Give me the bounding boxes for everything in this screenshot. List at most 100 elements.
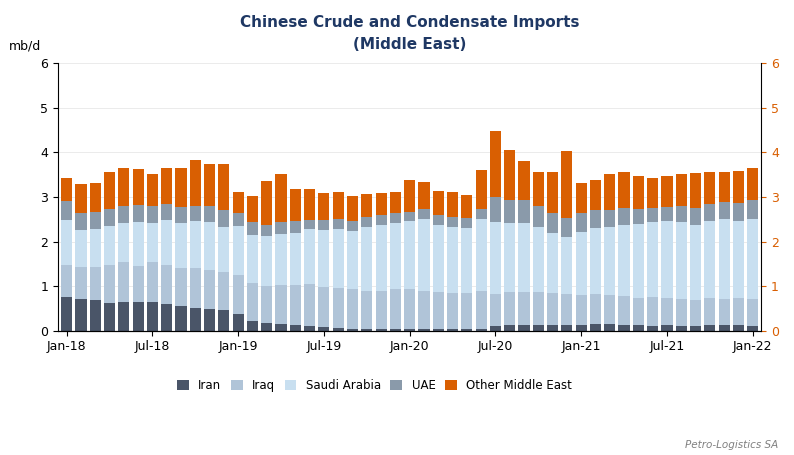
Bar bbox=[661, 298, 673, 325]
Bar bbox=[433, 329, 444, 331]
Bar bbox=[404, 222, 415, 289]
Bar bbox=[447, 227, 458, 293]
Bar bbox=[104, 226, 115, 265]
Bar bbox=[175, 268, 187, 306]
Bar bbox=[533, 292, 544, 325]
Bar bbox=[404, 212, 415, 222]
Bar bbox=[576, 295, 587, 325]
Bar bbox=[533, 172, 544, 206]
Bar bbox=[661, 325, 673, 331]
Bar bbox=[318, 193, 330, 220]
Bar bbox=[418, 291, 430, 329]
Bar bbox=[733, 325, 744, 331]
Bar bbox=[733, 171, 744, 203]
Bar bbox=[518, 223, 530, 292]
Bar bbox=[233, 227, 244, 274]
Bar bbox=[347, 329, 358, 331]
Bar bbox=[390, 213, 401, 223]
Bar bbox=[747, 298, 758, 326]
Bar bbox=[204, 222, 215, 270]
Bar bbox=[376, 215, 387, 225]
Bar bbox=[461, 195, 472, 218]
Bar bbox=[247, 222, 258, 235]
Bar bbox=[233, 274, 244, 314]
Bar bbox=[204, 164, 215, 206]
Bar bbox=[647, 208, 658, 222]
Bar bbox=[161, 204, 172, 220]
Bar bbox=[175, 306, 187, 331]
Bar bbox=[704, 298, 715, 325]
Bar bbox=[276, 222, 287, 233]
Bar bbox=[561, 151, 572, 218]
Bar bbox=[361, 291, 372, 329]
Bar bbox=[476, 291, 487, 329]
Bar bbox=[619, 172, 630, 208]
Bar bbox=[504, 292, 515, 325]
Bar bbox=[418, 182, 430, 209]
Bar bbox=[161, 304, 172, 331]
Bar bbox=[733, 298, 744, 325]
Bar bbox=[376, 291, 387, 329]
Bar bbox=[590, 324, 601, 331]
Bar bbox=[490, 222, 501, 294]
Bar bbox=[333, 328, 344, 331]
Text: mb/d: mb/d bbox=[9, 40, 41, 52]
Bar bbox=[704, 325, 715, 331]
Bar bbox=[333, 192, 344, 219]
Bar bbox=[261, 286, 272, 323]
Bar bbox=[90, 183, 101, 212]
Bar bbox=[504, 325, 515, 331]
Bar bbox=[704, 204, 715, 221]
Bar bbox=[619, 208, 630, 225]
Bar bbox=[604, 174, 615, 210]
Bar bbox=[290, 285, 301, 325]
Bar bbox=[218, 227, 229, 272]
Bar bbox=[118, 206, 129, 223]
Bar bbox=[218, 210, 229, 227]
Bar bbox=[190, 222, 201, 268]
Bar bbox=[533, 325, 544, 331]
Bar bbox=[633, 208, 644, 224]
Bar bbox=[190, 206, 201, 222]
Bar bbox=[633, 224, 644, 298]
Bar bbox=[676, 298, 687, 326]
Bar bbox=[747, 168, 758, 201]
Bar bbox=[276, 324, 287, 331]
Bar bbox=[347, 289, 358, 329]
Bar bbox=[247, 321, 258, 331]
Bar bbox=[476, 209, 487, 219]
Bar bbox=[347, 196, 358, 222]
Bar bbox=[390, 192, 401, 213]
Bar bbox=[747, 201, 758, 219]
Bar bbox=[747, 219, 758, 298]
Bar bbox=[104, 172, 115, 209]
Bar bbox=[690, 225, 701, 299]
Bar bbox=[719, 202, 730, 219]
Legend: Iran, Iraq, Saudi Arabia, UAE, Other Middle East: Iran, Iraq, Saudi Arabia, UAE, Other Mid… bbox=[172, 374, 576, 397]
Bar bbox=[476, 219, 487, 291]
Bar bbox=[647, 326, 658, 331]
Bar bbox=[376, 329, 387, 331]
Bar bbox=[376, 193, 387, 215]
Bar bbox=[476, 170, 487, 209]
Bar bbox=[661, 177, 673, 207]
Bar bbox=[561, 294, 572, 325]
Bar bbox=[204, 309, 215, 331]
Bar bbox=[190, 160, 201, 206]
Bar bbox=[233, 314, 244, 331]
Bar bbox=[290, 189, 301, 222]
Bar bbox=[447, 329, 458, 331]
Bar bbox=[118, 263, 129, 302]
Bar bbox=[75, 230, 87, 267]
Bar bbox=[133, 169, 144, 204]
Bar bbox=[461, 218, 472, 228]
Bar bbox=[390, 289, 401, 329]
Bar bbox=[576, 325, 587, 331]
Bar bbox=[461, 293, 472, 329]
Bar bbox=[518, 201, 530, 223]
Bar bbox=[433, 292, 444, 329]
Bar bbox=[175, 168, 187, 207]
Bar bbox=[547, 293, 558, 325]
Bar bbox=[147, 302, 158, 331]
Bar bbox=[719, 325, 730, 331]
